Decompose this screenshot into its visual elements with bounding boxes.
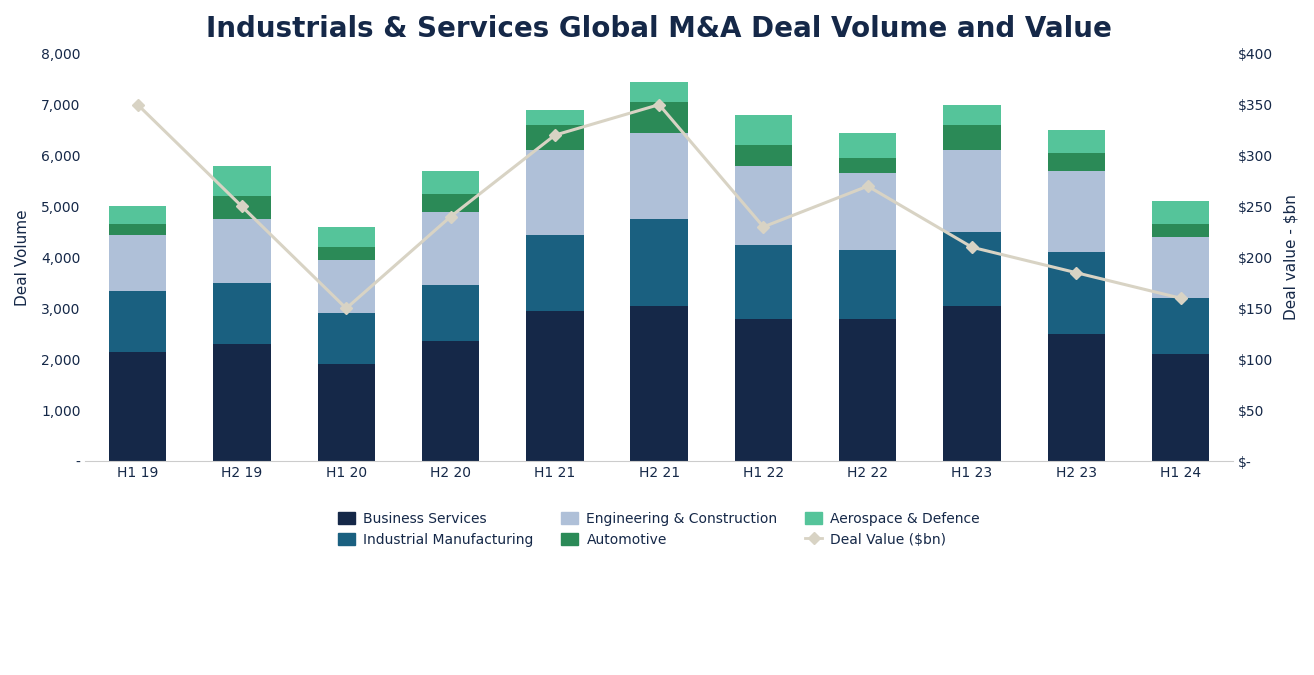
Bar	[422, 171, 480, 194]
Bar	[943, 151, 1001, 232]
Bar	[1152, 237, 1209, 298]
Bar	[1047, 171, 1105, 252]
Bar	[422, 211, 480, 286]
Y-axis label: Deal value - $bn: Deal value - $bn	[1284, 194, 1300, 321]
Bar	[1047, 252, 1105, 334]
Bar	[943, 105, 1001, 125]
Bar	[213, 283, 271, 344]
Bar	[1152, 201, 1209, 224]
Title: Industrials & Services Global M&A Deal Volume and Value: Industrials & Services Global M&A Deal V…	[206, 15, 1112, 43]
Bar	[735, 319, 792, 461]
Bar	[840, 158, 896, 173]
Bar	[109, 352, 167, 461]
Bar	[422, 342, 480, 461]
Bar	[943, 125, 1001, 151]
Bar	[840, 173, 896, 250]
Legend: Business Services, Industrial Manufacturing, Engineering & Construction, Automot: Business Services, Industrial Manufactur…	[332, 506, 986, 552]
Bar	[735, 145, 792, 166]
Bar	[318, 260, 374, 313]
Bar	[422, 194, 480, 211]
Bar	[1047, 153, 1105, 171]
Bar	[631, 306, 687, 461]
Bar	[631, 132, 687, 219]
Bar	[213, 166, 271, 196]
Bar	[735, 245, 792, 319]
Bar	[109, 207, 167, 224]
Bar	[1152, 298, 1209, 354]
Bar	[840, 250, 896, 319]
Bar	[526, 234, 583, 311]
Bar	[735, 166, 792, 245]
Bar	[526, 311, 583, 461]
Bar	[631, 102, 687, 132]
Bar	[526, 151, 583, 234]
Bar	[109, 234, 167, 290]
Bar	[1047, 130, 1105, 153]
Bar	[422, 286, 480, 342]
Bar	[526, 125, 583, 151]
Bar	[213, 344, 271, 461]
Bar	[735, 115, 792, 145]
Bar	[1152, 224, 1209, 237]
Bar	[526, 110, 583, 125]
Y-axis label: Deal Volume: Deal Volume	[14, 209, 30, 306]
Bar	[318, 313, 374, 364]
Bar	[840, 319, 896, 461]
Bar	[943, 232, 1001, 306]
Bar	[1152, 354, 1209, 461]
Bar	[213, 219, 271, 283]
Bar	[109, 224, 167, 234]
Bar	[318, 227, 374, 247]
Bar	[109, 290, 167, 352]
Bar	[631, 219, 687, 306]
Bar	[1047, 334, 1105, 461]
Bar	[631, 82, 687, 102]
Bar	[213, 196, 271, 219]
Bar	[840, 132, 896, 158]
Bar	[318, 247, 374, 260]
Bar	[943, 306, 1001, 461]
Bar	[318, 364, 374, 461]
